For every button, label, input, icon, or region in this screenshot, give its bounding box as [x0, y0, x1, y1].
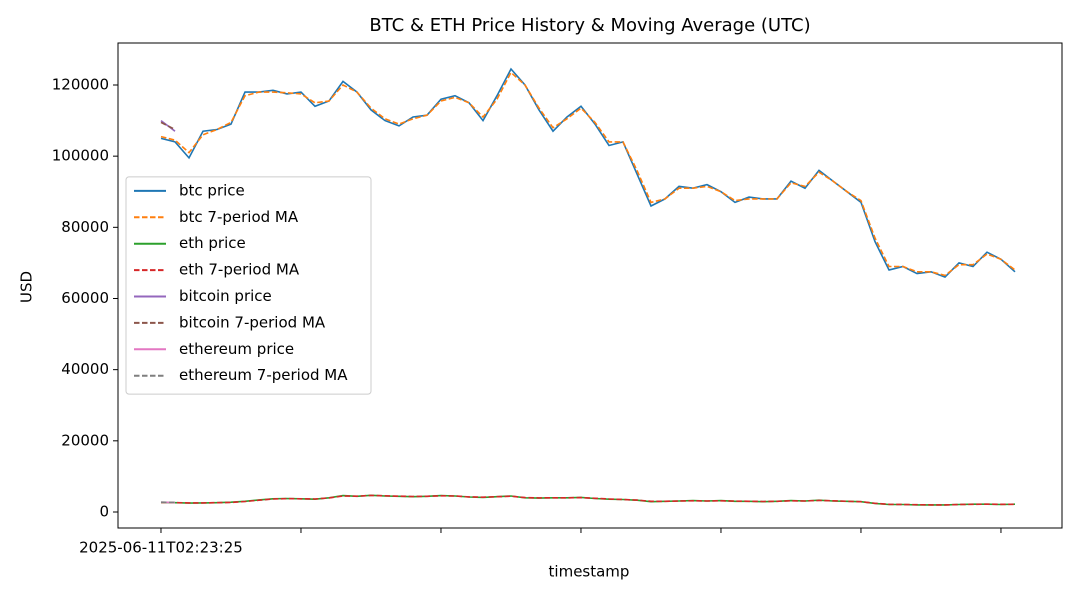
legend-label: eth 7-period MA [179, 261, 300, 279]
legend-label: eth price [179, 234, 246, 252]
legend-label: ethereum price [179, 340, 294, 358]
series-line [160, 121, 176, 131]
legend-label: ethereum 7-period MA [179, 366, 348, 384]
y-tick-label: 0 [99, 502, 109, 520]
plot-frame [117, 42, 1063, 529]
legend-label: bitcoin price [179, 287, 272, 305]
series-line [160, 71, 1016, 277]
legend-box [125, 176, 372, 395]
y-tick-label: 60000 [61, 289, 109, 307]
legend-label: btc price [179, 181, 245, 199]
series-line [160, 494, 1016, 506]
y-tick-label: 100000 [52, 147, 109, 165]
chart-title: BTC & ETH Price History & Moving Average… [369, 15, 810, 36]
legend-label: btc 7-period MA [179, 208, 299, 226]
y-tick-label: 40000 [61, 360, 109, 378]
y-tick-label: 80000 [61, 218, 109, 236]
x-tick-label: 2025-06-11T02:23:25 [79, 539, 243, 557]
y-axis-label: USD [18, 271, 36, 303]
legend-label: bitcoin 7-period MA [179, 313, 326, 331]
y-tick-label: 20000 [61, 431, 109, 449]
y-tick-label: 120000 [52, 75, 109, 93]
x-axis-label: timestamp [549, 563, 630, 581]
series-line [160, 494, 1015, 506]
series-line [160, 119, 176, 132]
